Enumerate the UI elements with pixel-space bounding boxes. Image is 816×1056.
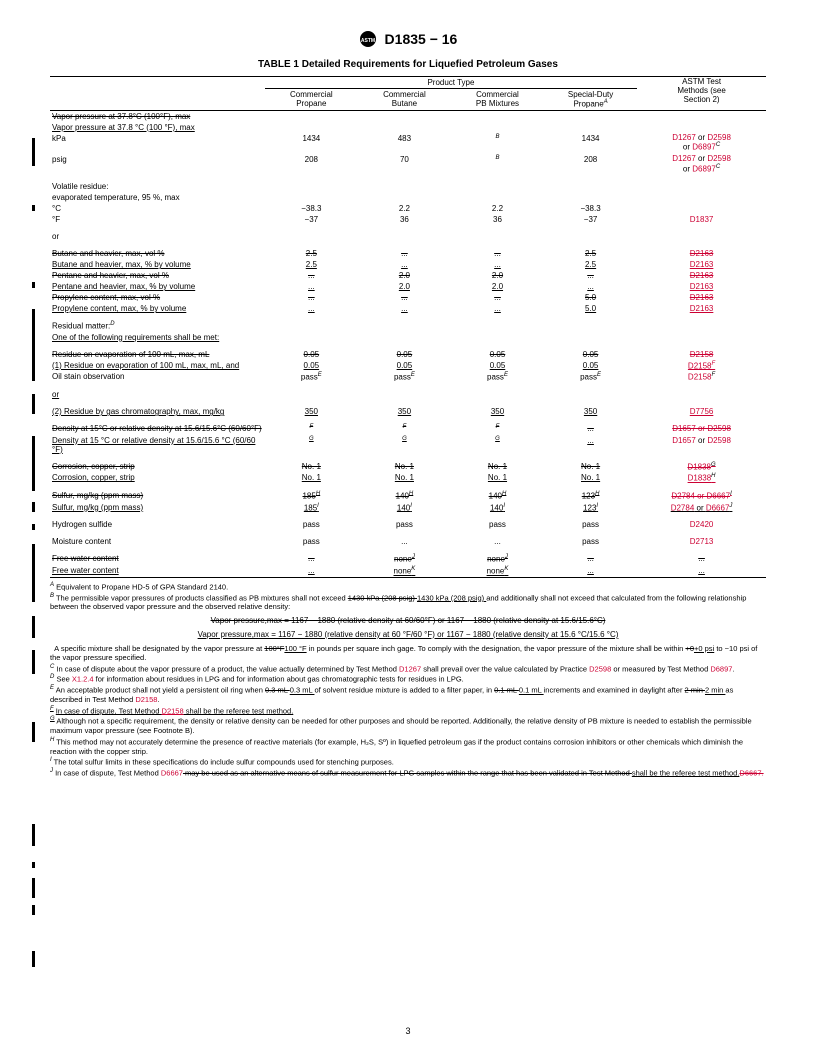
col-astm: ASTM Test Methods (see Section 2) [637, 77, 766, 111]
res-evap-new: (1) Residue on evaporation of 100 mL, ma… [50, 360, 265, 372]
corrosion-strike: Corrosion, copper, strip [50, 461, 265, 473]
psig-label: psig [50, 154, 265, 175]
change-bar [32, 878, 35, 898]
vp-new: Vapor pressure at 37.8 °C (100 °F), max [50, 122, 265, 133]
requirements-table: Product Type ASTM Test Methods (see Sect… [50, 76, 766, 578]
degf-label: °F [50, 214, 265, 225]
astm-logo-icon: ASTM [359, 30, 377, 51]
svg-text:ASTM: ASTM [361, 38, 375, 44]
change-bar [32, 502, 35, 512]
vp-strike: Vapor pressure at 37.8°C (100°F), max [50, 110, 265, 122]
degf-ref: D1837 [637, 214, 766, 225]
change-bar [32, 905, 35, 915]
butane-new: Butane and heavier, max, % by volume [50, 259, 265, 270]
psig-c2: 70 [358, 154, 451, 175]
or1: or [50, 231, 265, 242]
res-evap-strike: Residue on evaporation of 100 mL, max, m… [50, 349, 265, 360]
change-bar [32, 436, 35, 491]
eq-strike: Vapor pressure,max = 1167 − 1880 (relati… [50, 616, 766, 626]
degc-label: °C [50, 203, 265, 214]
kpa-c4: 1434 [544, 133, 637, 154]
freewater-new: Free water content [50, 565, 265, 577]
corrosion-strike-ref: D1838G [637, 461, 766, 473]
change-bar [32, 951, 35, 967]
doc-header-text: D1835 − 16 [385, 31, 458, 47]
product-type-header: Product Type [265, 77, 637, 89]
psig-c3: B [451, 154, 544, 175]
change-bar [32, 282, 35, 288]
density-new-ref: D1657 or D2598 [637, 435, 766, 455]
pentane-strike: Pentane and heavier, max, vol % [50, 270, 265, 281]
sulfur-strike-ref: D2784 or D6667I [637, 490, 766, 502]
propylene-new: Propylene content, max, % by volume [50, 303, 265, 314]
residual-label: Residual matter:D [50, 320, 265, 332]
or2: or [50, 389, 265, 400]
change-bar [32, 650, 35, 674]
change-bar [32, 205, 35, 211]
col-propane: Commercial Propane [265, 89, 358, 111]
change-bar [32, 862, 35, 868]
change-bar [32, 616, 35, 638]
propylene-strike: Propylene content, max, vol % [50, 292, 265, 303]
psig-ref: D1267 or D2598or D6897C [637, 154, 766, 175]
sulfur-new: Sulfur, mg/kg (ppm mass) [50, 502, 265, 514]
change-bar [32, 138, 35, 166]
col-butane: Commercial Butane [358, 89, 451, 111]
change-bar [32, 544, 35, 602]
freewater-strike: Free water content [50, 553, 265, 565]
psig-c1: 208 [265, 154, 358, 175]
evap-label: evaporated temperature, 95 %, max [50, 192, 265, 203]
change-bar [32, 722, 35, 742]
sulfur-strike: Sulfur, mg/kg (ppm mass) [50, 490, 265, 502]
kpa-label: kPa [50, 133, 265, 154]
kpa-c1: 1434 [265, 133, 358, 154]
density-new: Density at 15 °C or relative density at … [50, 435, 265, 455]
footnotes: A Equivalent to Propane HD-5 of GPA Stan… [50, 582, 766, 778]
res-evap-new-ref: D2158F [637, 360, 766, 372]
corrosion-new: Corrosion, copper, strip [50, 472, 265, 484]
butane-strike: Butane and heavier, max, vol % [50, 248, 265, 259]
col-pb: Commercial PB Mixtures [451, 89, 544, 111]
doc-header: ASTM D1835 − 16 [50, 30, 766, 51]
kpa-c3: B [451, 133, 544, 154]
volatile-label: Volatile residue: [50, 181, 265, 192]
change-bar [32, 524, 35, 530]
col-special: Special-Duty PropaneA [544, 89, 637, 111]
change-bar [32, 394, 35, 414]
page-number: 3 [0, 1026, 816, 1036]
oil-stain: Oil stain observation [50, 371, 265, 383]
oil-stain-ref: D2158F [637, 371, 766, 383]
kpa-ref: D1267 or D2598or D6897C [637, 133, 766, 154]
corrosion-new-ref: D1838H [637, 472, 766, 484]
eq-new: Vapor pressure,max = 1167 − 1880 (relati… [50, 630, 766, 640]
h2s: Hydrogen sulfide [50, 519, 265, 530]
res-gc: (2) Residue by gas chromatography, max, … [50, 406, 265, 417]
table-title: TABLE 1 Detailed Requirements for Liquef… [50, 59, 766, 70]
moisture: Moisture content [50, 536, 265, 547]
pentane-new: Pentane and heavier, max, % by volume [50, 281, 265, 292]
residual-sub: One of the following requirements shall … [50, 332, 265, 343]
psig-c4: 208 [544, 154, 637, 175]
density-strike: Density at 15°C or relative density at 1… [50, 423, 265, 435]
kpa-c2: 483 [358, 133, 451, 154]
change-bar [32, 309, 35, 381]
change-bar [32, 824, 35, 846]
sulfur-new-ref: D2784 or D6667J [637, 502, 766, 514]
